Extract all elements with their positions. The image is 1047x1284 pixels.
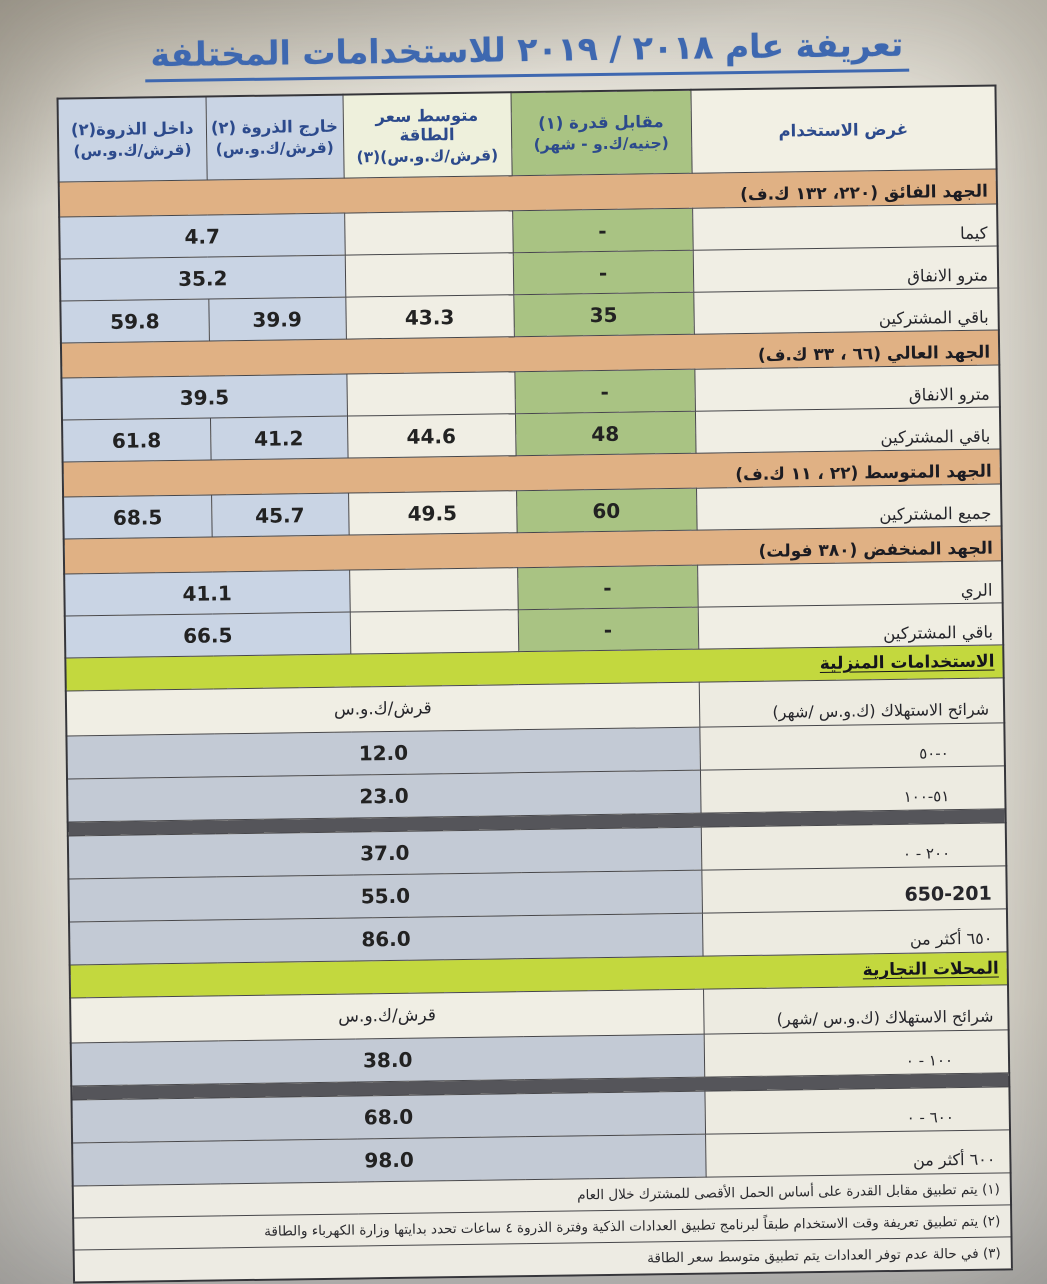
avg-price-cell: 44.6: [346, 413, 516, 459]
merged-offpeak-peak-cell: 41.1: [64, 570, 350, 617]
column-header-offpeak: خارج الذروة (٢) (قرش/ك.و.س): [205, 94, 344, 180]
tier-header-cell: شرائح الاستهلاك (ك.و.س /شهر): [703, 984, 1009, 1035]
usage-cell: باقي المشتركين: [693, 287, 999, 335]
peak-cell: 61.8: [62, 417, 211, 463]
peak-cell: 68.5: [63, 494, 212, 540]
merged-offpeak-peak-cell: 35.2: [59, 255, 346, 302]
capacity-cell: -: [512, 250, 694, 295]
title-wrap: تعريفة عام ٢٠١٨ / ٢٠١٩ للاستخدامات المخت…: [58, 23, 997, 83]
avg-price-cell: [349, 609, 519, 655]
tier-range: ١٠٠ - ٠: [905, 1051, 954, 1070]
tier-range-cell: ٠-٥٠: [699, 722, 1005, 771]
household-banner-label: الاستخدامات المنزلية: [819, 651, 995, 674]
capacity-cell: -: [514, 369, 695, 414]
tier-range-cell: أكثر من ٦٠٠: [705, 1129, 1011, 1178]
tier-range: ٢٠٠ - ٠: [902, 844, 951, 863]
capacity-header-line1: مقابل قدرة (١): [538, 112, 664, 133]
avg-price-cell: 49.5: [348, 490, 517, 536]
tier-range-cell: ٥١-١٠٠: [699, 765, 1006, 814]
usage-cell: الري: [697, 560, 1003, 608]
merged-offpeak-peak-cell: 4.7: [59, 213, 345, 260]
column-header-peak: داخل الذروة(٢) (قرش/ك.و.س): [57, 96, 207, 183]
capacity-cell: 60: [516, 488, 697, 533]
page-title: تعريفة عام ٢٠١٨ / ٢٠١٩ للاستخدامات المخت…: [144, 24, 910, 83]
offpeak-cell: 39.9: [208, 297, 346, 341]
usage-cell: باقي المشتركين: [694, 406, 1001, 454]
capacity-cell: -: [517, 565, 698, 610]
peak-cell: 59.8: [60, 298, 209, 344]
avg-header-line2: (قرش/ك.و.س)(٣): [356, 145, 499, 166]
avg-price-cell: [344, 252, 514, 298]
merged-offpeak-peak-cell: 39.5: [61, 374, 347, 421]
offpeak-header-line1: خارج الذروة (٢): [210, 116, 339, 138]
offpeak-header-line2: (قرش/ك.و.س): [215, 138, 334, 159]
document-page: تعريفة عام ٢٠١٨ / ٢٠١٩ للاستخدامات المخت…: [56, 23, 1013, 1284]
avg-price-cell: [346, 371, 515, 417]
capacity-header-line2: (جنيه/ك.و - شهر): [533, 134, 669, 154]
header-row: غرض الاستخدام مقابل قدرة (١) (جنيه/ك.و -…: [57, 85, 997, 183]
column-header-usage: غرض الاستخدام: [690, 85, 997, 174]
tier-range: 650-201: [904, 882, 992, 906]
merged-offpeak-peak-cell: 66.5: [64, 612, 351, 659]
usage-cell: كيما: [692, 203, 998, 251]
usage-cell: جميع المشتركين: [696, 483, 1002, 531]
peak-header-line1: داخل الذروة(٢): [70, 118, 194, 140]
avg-price-cell: [349, 567, 518, 613]
usage-cell: مترو الانفاق: [692, 245, 999, 293]
column-header-capacity: مقابل قدرة (١) (جنيه/ك.و - شهر): [510, 89, 692, 176]
capacity-cell: -: [512, 208, 693, 253]
tier-header-cell: شرائح الاستهلاك (ك.و.س /شهر): [698, 677, 1005, 728]
avg-price-cell: [344, 210, 513, 256]
tier-range: ٠-٥٠: [919, 744, 949, 763]
tier-range-cell: ١٠٠ - ٠: [703, 1029, 1010, 1078]
offpeak-cell: 41.2: [209, 416, 348, 460]
tier-range: ٦٠٠ - ٠: [906, 1108, 954, 1127]
offpeak-cell: 45.7: [211, 493, 349, 537]
tier-range-cell: أكثر من ٦٥٠: [701, 908, 1008, 957]
capacity-cell: 35: [513, 292, 694, 337]
tier-range: أكثر من ٦٠٠: [912, 1149, 996, 1170]
commercial-banner-label: المحلات التجارية: [862, 958, 999, 981]
tier-range: ٥١-١٠٠: [903, 787, 950, 806]
column-header-avg-price: متوسط سعر الطاقة (قرش/ك.و.س)(٣): [342, 92, 512, 179]
tariff-table: غرض الاستخدام مقابل قدرة (١) (جنيه/ك.و -…: [56, 84, 1013, 1284]
usage-cell: باقي المشتركين: [697, 602, 1004, 650]
avg-header-line1: متوسط سعر الطاقة: [375, 105, 479, 145]
avg-price-cell: 43.3: [345, 294, 514, 340]
usage-cell: مترو الانفاق: [694, 364, 1000, 412]
tier-range-cell: 650-201: [701, 865, 1007, 914]
usage-header-label: غرض الاستخدام: [778, 119, 909, 141]
capacity-cell: -: [517, 607, 699, 652]
capacity-cell: 48: [514, 411, 696, 456]
tier-range: أكثر من ٦٥٠: [909, 928, 993, 949]
tier-range-cell: ٦٠٠ - ٠: [704, 1086, 1011, 1135]
tier-range-cell: ٢٠٠ - ٠: [700, 822, 1007, 871]
peak-header-line2: (قرش/ك.و.س): [73, 140, 192, 161]
